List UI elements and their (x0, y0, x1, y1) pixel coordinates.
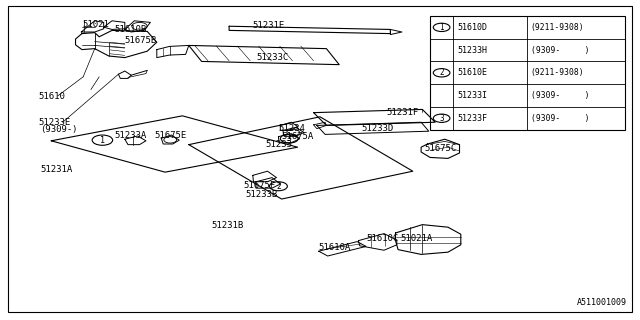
Text: (9211-9308): (9211-9308) (531, 68, 584, 77)
Text: 51610B: 51610B (114, 25, 146, 34)
Text: 51675E: 51675E (155, 131, 187, 140)
Text: 51233C: 51233C (256, 53, 288, 62)
Text: 2: 2 (276, 182, 281, 191)
Text: 51233E: 51233E (38, 118, 70, 127)
Text: 3: 3 (287, 134, 292, 143)
Text: 51675B: 51675B (125, 36, 157, 45)
Text: ): ) (72, 125, 77, 134)
Text: 51231F: 51231F (386, 108, 418, 116)
Text: 51021: 51021 (82, 20, 109, 29)
Text: 1: 1 (439, 23, 444, 32)
Bar (430, 16, 625, 130)
Text: 2: 2 (439, 68, 444, 77)
Text: 51675C: 51675C (424, 144, 456, 153)
Text: 1: 1 (100, 136, 105, 145)
Text: (9309-: (9309- (40, 125, 72, 134)
Text: 51233F: 51233F (457, 114, 487, 123)
Text: 51233D: 51233D (362, 124, 394, 133)
Text: 51610A: 51610A (319, 243, 351, 252)
Text: 51233H: 51233H (457, 45, 487, 55)
Text: 51610E: 51610E (457, 68, 487, 77)
Text: 51610: 51610 (38, 92, 65, 100)
Text: (9309-     ): (9309- ) (531, 45, 589, 55)
Text: 51610C: 51610C (366, 234, 398, 243)
Text: 51233I: 51233I (457, 91, 487, 100)
Text: 51021A: 51021A (400, 234, 432, 243)
Text: 51231A: 51231A (40, 165, 72, 174)
Text: (9309-     ): (9309- ) (531, 91, 589, 100)
Text: (9211-9308): (9211-9308) (531, 23, 584, 32)
Text: A511001009: A511001009 (577, 298, 627, 307)
Text: 51234: 51234 (278, 124, 305, 133)
Text: 51233: 51233 (266, 140, 292, 149)
Text: 51610D: 51610D (457, 23, 487, 32)
Text: 51675F: 51675F (243, 181, 275, 190)
Text: 51233A: 51233A (114, 131, 146, 140)
Text: 3: 3 (439, 114, 444, 123)
Text: 51231E: 51231E (253, 21, 285, 30)
Text: 51231B: 51231B (211, 221, 243, 230)
Text: 51675A: 51675A (282, 132, 314, 141)
Text: 51233B: 51233B (245, 190, 277, 199)
Text: (9309-     ): (9309- ) (531, 114, 589, 123)
